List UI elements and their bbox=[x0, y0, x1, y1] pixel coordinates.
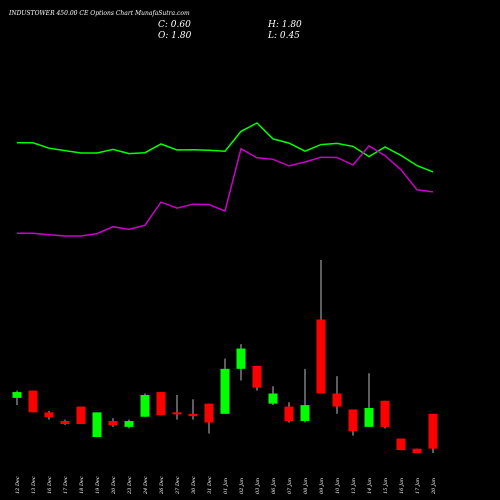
candle-body bbox=[396, 438, 406, 451]
chart-title: INDUSTOWER 450.00 CE Options Chart Munaf… bbox=[8, 10, 190, 17]
x-tick-label: 15 Jan bbox=[383, 478, 389, 494]
candle-body bbox=[156, 392, 166, 416]
candlesticks bbox=[12, 260, 438, 453]
x-tick-label: 17 Dec bbox=[63, 476, 69, 494]
x-tick-label: 20 Jan bbox=[431, 478, 437, 495]
candle-body bbox=[44, 412, 54, 418]
candle-body bbox=[92, 412, 102, 438]
x-tick-label: 17 Jan bbox=[415, 478, 421, 494]
x-tick-label: 31 Dec bbox=[207, 476, 213, 494]
candle-body bbox=[188, 413, 198, 417]
x-tick-label: 02 Jan bbox=[239, 478, 245, 494]
x-tick-label: 26 Dec bbox=[159, 476, 165, 495]
x-tick-label: 12 Dec bbox=[15, 476, 21, 494]
x-tick-label: 30 Dec bbox=[191, 476, 197, 494]
candle-body bbox=[268, 393, 278, 404]
candle-body bbox=[284, 406, 294, 422]
candle-body bbox=[236, 348, 246, 369]
x-tick-label: 16 Jan bbox=[399, 478, 405, 494]
open-value: O: 1.80 bbox=[158, 31, 192, 41]
x-tick-label: 13 Jan bbox=[351, 478, 357, 494]
indicator-lines bbox=[17, 122, 434, 237]
x-tick-label: 13 Dec bbox=[31, 476, 37, 494]
x-tick-label: 18 Dec bbox=[79, 476, 85, 494]
low-value: L: 0.45 bbox=[267, 31, 300, 41]
candle-body bbox=[252, 365, 262, 388]
x-tick-label: 20 Dec bbox=[111, 476, 117, 495]
candle-body bbox=[108, 421, 118, 426]
x-tick-label: 07 Jan bbox=[287, 478, 293, 494]
high-value: H: 1.80 bbox=[267, 20, 302, 30]
candle-body bbox=[124, 421, 134, 427]
candle-body bbox=[220, 368, 230, 414]
candle-body bbox=[300, 405, 310, 422]
candle-body bbox=[28, 390, 38, 413]
candle-body bbox=[76, 406, 86, 424]
candle-body bbox=[140, 394, 150, 417]
candle-body bbox=[428, 413, 438, 449]
x-axis-ticks: 12 Dec 13 Dec 16 Dec 17 Dec 18 Dec 19 Dec 20 D… bbox=[15, 476, 437, 495]
x-tick-label: 24 Dec bbox=[143, 476, 149, 495]
x-tick-label: 08 Jan bbox=[303, 478, 309, 494]
x-tick-label: 23 Dec bbox=[127, 476, 133, 495]
candle-body bbox=[380, 400, 390, 427]
x-tick-label: 01 Jan bbox=[223, 478, 229, 494]
x-tick-label: 06 Jan bbox=[271, 478, 277, 494]
indicator-line-2 bbox=[17, 144, 434, 237]
candle-body bbox=[172, 412, 182, 415]
candle-body bbox=[60, 421, 70, 424]
candle-body bbox=[348, 409, 358, 432]
candle-body bbox=[364, 408, 374, 427]
candle-body bbox=[204, 403, 214, 423]
candle-body bbox=[316, 319, 326, 394]
x-tick-label: 14 Jan bbox=[367, 478, 373, 494]
candle-body bbox=[12, 392, 22, 398]
candle-body bbox=[412, 448, 422, 453]
x-tick-label: 16 Dec bbox=[47, 476, 53, 494]
x-tick-label: 19 Dec bbox=[95, 476, 101, 494]
x-tick-label: 03 Jan bbox=[255, 478, 261, 494]
x-tick-label: 09 Jan bbox=[319, 478, 325, 494]
candle-body bbox=[332, 393, 342, 407]
x-tick-label: 27 Dec bbox=[175, 476, 181, 495]
close-value: C: 0.60 bbox=[158, 20, 191, 30]
x-tick-label: 10 Jan bbox=[335, 478, 341, 494]
